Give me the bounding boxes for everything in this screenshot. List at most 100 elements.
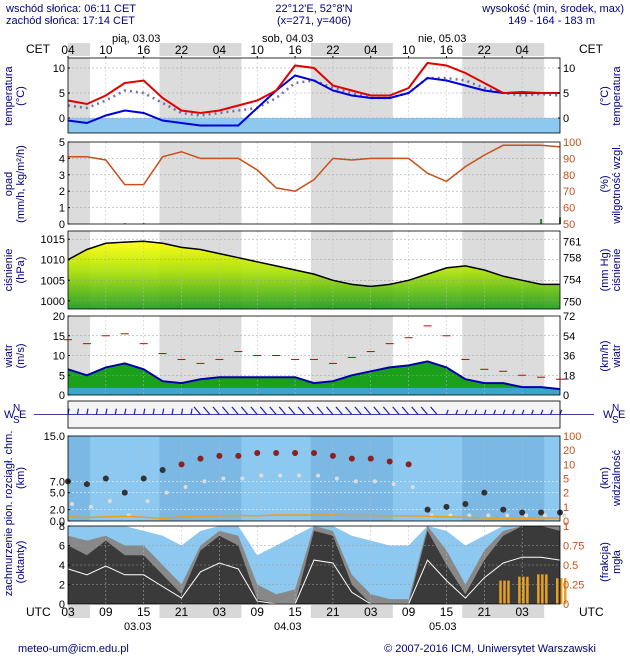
- panel-border-pressure: [67, 230, 561, 310]
- cloud-base-point: [524, 513, 529, 518]
- temp-right-label: (°C) temperatura: [599, 65, 623, 125]
- compass-w-right: W: [603, 409, 614, 421]
- wind-arrow: [335, 406, 343, 415]
- y-tick-right: 72: [563, 311, 575, 323]
- y-tick-right: 100: [563, 431, 581, 443]
- fog-bar: [556, 578, 559, 604]
- wind-arrow: [76, 408, 80, 415]
- panel-border-precip: [67, 141, 561, 225]
- wind-arrow: [493, 409, 497, 415]
- y-tick-left: 10: [53, 63, 65, 75]
- panel-border-arrows: [67, 400, 561, 429]
- cloud-extent-point: [235, 452, 242, 459]
- y-tick-right: 80: [563, 170, 575, 182]
- grid-text: (x=271, y=406): [277, 15, 351, 27]
- cloud-extent-point: [273, 450, 280, 456]
- sunrise-text: wschód słońca: 06:11 CET: [5, 3, 136, 15]
- y-tick-left: 15: [53, 331, 65, 343]
- y-tick-right: 750: [563, 296, 581, 308]
- y-tick-left: 7.0: [50, 476, 65, 488]
- hour-top-label: 22: [326, 43, 340, 57]
- wind-low-band: [68, 387, 560, 395]
- y-tick-right: 10: [563, 63, 575, 75]
- y-tick-right: 5: [563, 474, 569, 486]
- y-tick-right: 0: [563, 516, 569, 528]
- tz-top-right: CET: [579, 42, 604, 56]
- clouds-right-title: mgła: [611, 549, 623, 574]
- total-cloud-line: [67, 556, 561, 605]
- wind-arrow: [382, 406, 391, 415]
- height-values: 149 - 164 - 183 m: [508, 15, 595, 27]
- vis-night-1: [159, 436, 242, 521]
- cloud-extent-point: [405, 461, 412, 468]
- wind-arrow: [326, 406, 334, 415]
- night-band-1: [159, 605, 242, 618]
- precip-left-title: opad: [3, 172, 15, 196]
- temp-left-title: temperatura: [3, 65, 15, 125]
- fog-bar: [537, 574, 540, 604]
- temp-right-unit: (°C): [599, 86, 611, 106]
- night-band-3: [462, 43, 545, 56]
- cloud-base-point: [562, 513, 566, 518]
- compass-n-right: N: [612, 403, 619, 414]
- clouds-right-label: (frakcja) mgła: [599, 542, 623, 582]
- pressure-right-unit: (mm Hg): [599, 249, 611, 292]
- wind-arrow: [105, 408, 108, 415]
- cloud-extent-point: [481, 489, 488, 496]
- wind-arrow: [512, 409, 515, 415]
- wind-arrow: [221, 406, 230, 415]
- cloud-base-point: [334, 476, 339, 481]
- fog-bar: [522, 576, 525, 604]
- fog-bar: [503, 580, 506, 604]
- y-tick-right: 54: [563, 331, 575, 343]
- precip-bar: [142, 223, 145, 224]
- night-band-0: [68, 43, 91, 56]
- wind-arrow: [124, 408, 127, 415]
- wind-arrow: [455, 409, 459, 415]
- wind-arrow: [354, 406, 362, 415]
- cloud-extent-point: [519, 509, 526, 516]
- night-band-1: [159, 43, 242, 56]
- cloud-extent-point: [462, 501, 469, 507]
- cloud-extent-point: [121, 489, 128, 496]
- y-tick-right: 1: [563, 521, 569, 533]
- hour-bottom-label: 03: [364, 605, 378, 619]
- wind-arrow: [411, 406, 419, 415]
- tz-bottom-left: UTC: [26, 605, 51, 619]
- panel-night-precip-1: [159, 142, 242, 224]
- wind-arrow: [297, 406, 305, 415]
- y-tick-left: 5.0: [50, 488, 65, 500]
- y-tick-right: 5: [563, 88, 569, 100]
- compass-s-left: S: [13, 415, 20, 426]
- y-tick-left: 0: [59, 390, 65, 402]
- cloud-base-point: [183, 485, 188, 489]
- day-label-bottom-3: 05.03: [429, 621, 457, 633]
- cloud-base-point: [543, 513, 548, 518]
- wind-arrow: [420, 406, 428, 415]
- wind-arrow: [212, 406, 220, 415]
- compass-e-left: E: [19, 409, 26, 421]
- precip-bar: [123, 223, 126, 224]
- night-band-3: [462, 605, 545, 618]
- pressure-right-title: ciśnienie: [611, 249, 623, 292]
- coords-text: 22°12'E, 52°8'N: [275, 3, 352, 15]
- cloud-base-point: [372, 479, 377, 484]
- y-tick-left: 6: [59, 541, 65, 553]
- wind-line: [67, 360, 561, 391]
- y-tick-left: 4: [59, 560, 65, 572]
- temperature-line: [67, 61, 560, 115]
- precip-right-title: wilgotność wzgl.: [611, 144, 623, 224]
- y-tick-right: 0.75: [563, 541, 584, 553]
- hour-bottom-label: 09: [402, 605, 416, 619]
- day-label-bottom-2: 04.03: [274, 621, 302, 633]
- wind-arrow: [240, 406, 249, 415]
- wind-arrow: [307, 406, 315, 415]
- wind-arrow: [269, 406, 277, 415]
- hour-bottom-label: 21: [175, 605, 189, 619]
- cloud-base-point: [278, 473, 283, 478]
- y-tick-right: 0.5: [563, 560, 578, 572]
- visibility-left-label: pion. rozciągł. chm. (km): [3, 431, 27, 526]
- hour-top-label: 04: [515, 43, 529, 57]
- wind-right-unit: (km/h): [599, 340, 611, 371]
